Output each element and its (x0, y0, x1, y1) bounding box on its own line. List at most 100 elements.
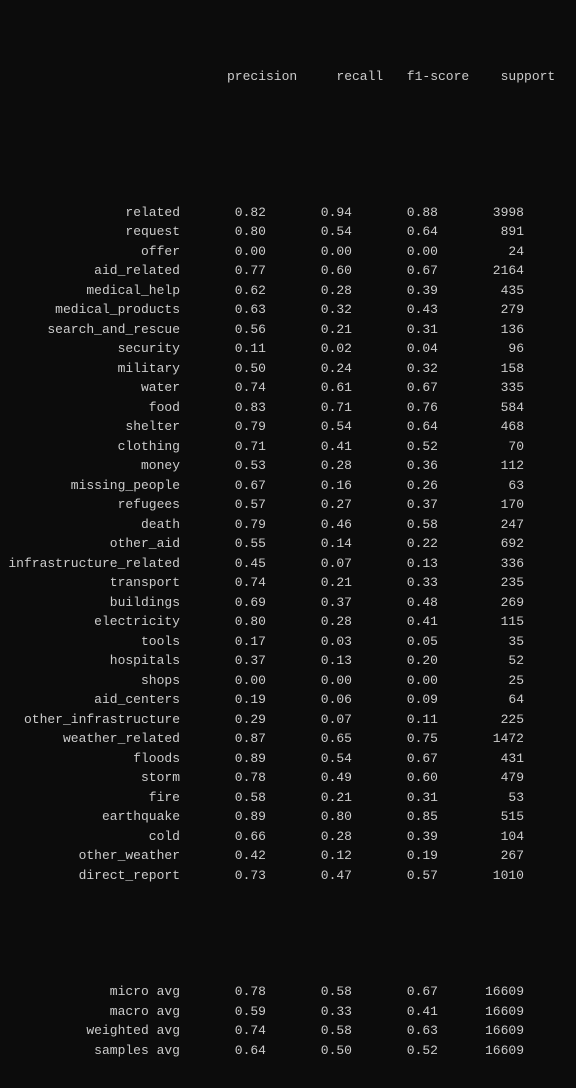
cell-f1: 0.00 (352, 242, 438, 262)
table-row: related0.820.940.883998 (0, 203, 568, 223)
cell-support: 3998 (438, 203, 524, 223)
cell-precision: 0.83 (180, 398, 266, 418)
cell-f1: 0.58 (352, 515, 438, 535)
cell-recall: 0.07 (266, 554, 352, 574)
cell-precision: 0.64 (180, 1041, 266, 1061)
summary-row: micro avg0.780.580.6716609 (0, 982, 568, 1002)
cell-precision: 0.80 (180, 222, 266, 242)
row-label: direct_report (0, 866, 180, 886)
table-row: military0.500.240.32158 (0, 359, 568, 379)
cell-recall: 0.65 (266, 729, 352, 749)
row-label: food (0, 398, 180, 418)
table-row: infrastructure_related0.450.070.13336 (0, 554, 568, 574)
cell-f1: 0.57 (352, 866, 438, 886)
row-label: clothing (0, 437, 180, 457)
row-label: fire (0, 788, 180, 808)
cell-recall: 0.54 (266, 749, 352, 769)
cell-f1: 0.36 (352, 456, 438, 476)
row-label: military (0, 359, 180, 379)
cell-f1: 0.41 (352, 612, 438, 632)
cell-precision: 0.11 (180, 339, 266, 359)
cell-support: 96 (438, 339, 524, 359)
cell-support: 115 (438, 612, 524, 632)
cell-f1: 0.64 (352, 222, 438, 242)
cell-f1: 0.33 (352, 573, 438, 593)
table-row: aid_related0.770.600.672164 (0, 261, 568, 281)
spacer (0, 145, 568, 164)
table-row: electricity0.800.280.41115 (0, 612, 568, 632)
cell-f1: 0.09 (352, 690, 438, 710)
table-row: water0.740.610.67335 (0, 378, 568, 398)
cell-support: 431 (438, 749, 524, 769)
cell-precision: 0.69 (180, 593, 266, 613)
table-row: buildings0.690.370.48269 (0, 593, 568, 613)
row-label: water (0, 378, 180, 398)
cell-f1: 0.85 (352, 807, 438, 827)
cell-recall: 0.28 (266, 456, 352, 476)
cell-recall: 0.16 (266, 476, 352, 496)
header-f1: f1-score (383, 67, 469, 87)
cell-f1: 0.64 (352, 417, 438, 437)
cell-precision: 0.79 (180, 515, 266, 535)
table-row: floods0.890.540.67431 (0, 749, 568, 769)
cell-recall: 0.61 (266, 378, 352, 398)
cell-recall: 0.27 (266, 495, 352, 515)
cell-precision: 0.66 (180, 827, 266, 847)
table-row: shops0.000.000.0025 (0, 671, 568, 691)
cell-f1: 0.75 (352, 729, 438, 749)
summary-row: weighted avg0.740.580.6316609 (0, 1021, 568, 1041)
cell-recall: 0.14 (266, 534, 352, 554)
cell-recall: 0.50 (266, 1041, 352, 1061)
cell-support: 64 (438, 690, 524, 710)
table-row: shelter0.790.540.64468 (0, 417, 568, 437)
cell-precision: 0.00 (180, 242, 266, 262)
cell-precision: 0.19 (180, 690, 266, 710)
cell-precision: 0.78 (180, 982, 266, 1002)
row-label: shelter (0, 417, 180, 437)
row-label: medical_products (0, 300, 180, 320)
cell-support: 104 (438, 827, 524, 847)
cell-f1: 0.52 (352, 437, 438, 457)
cell-recall: 0.46 (266, 515, 352, 535)
row-label: money (0, 456, 180, 476)
cell-precision: 0.55 (180, 534, 266, 554)
cell-f1: 0.04 (352, 339, 438, 359)
table-row: hospitals0.370.130.2052 (0, 651, 568, 671)
cell-precision: 0.57 (180, 495, 266, 515)
row-label: earthquake (0, 807, 180, 827)
cell-precision: 0.82 (180, 203, 266, 223)
cell-recall: 0.47 (266, 866, 352, 886)
header-row: precisionrecallf1-scoresupport (0, 47, 568, 106)
cell-support: 891 (438, 222, 524, 242)
cell-support: 52 (438, 651, 524, 671)
cell-precision: 0.89 (180, 807, 266, 827)
cell-support: 225 (438, 710, 524, 730)
cell-support: 235 (438, 573, 524, 593)
cell-recall: 0.80 (266, 807, 352, 827)
cell-recall: 0.54 (266, 417, 352, 437)
cell-support: 336 (438, 554, 524, 574)
cell-f1: 0.52 (352, 1041, 438, 1061)
table-row: other_infrastructure0.290.070.11225 (0, 710, 568, 730)
cell-precision: 0.74 (180, 378, 266, 398)
row-label: samples avg (0, 1041, 180, 1061)
table-row: security0.110.020.0496 (0, 339, 568, 359)
table-row: direct_report0.730.470.571010 (0, 866, 568, 886)
table-row: clothing0.710.410.5270 (0, 437, 568, 457)
table-row: refugees0.570.270.37170 (0, 495, 568, 515)
cell-precision: 0.74 (180, 573, 266, 593)
cell-recall: 0.21 (266, 320, 352, 340)
row-label: micro avg (0, 982, 180, 1002)
cell-recall: 0.21 (266, 788, 352, 808)
row-label: offer (0, 242, 180, 262)
table-row: weather_related0.870.650.751472 (0, 729, 568, 749)
row-label: hospitals (0, 651, 180, 671)
cell-precision: 0.45 (180, 554, 266, 574)
classification-report: precisionrecallf1-scoresupport related0.… (0, 8, 568, 1080)
cell-recall: 0.00 (266, 242, 352, 262)
cell-f1: 0.39 (352, 281, 438, 301)
row-label: other_weather (0, 846, 180, 866)
cell-precision: 0.80 (180, 612, 266, 632)
row-label: shops (0, 671, 180, 691)
table-row: offer0.000.000.0024 (0, 242, 568, 262)
